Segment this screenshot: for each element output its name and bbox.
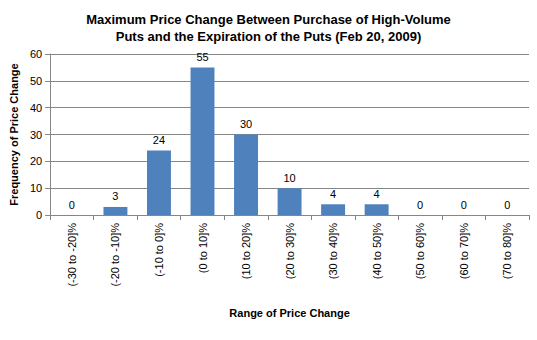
svg-text:Maximum Price Change Between P: Maximum Price Change Between Purchase of… <box>86 12 451 27</box>
svg-text:(-20 to -10]%: (-20 to -10]% <box>109 223 121 287</box>
svg-text:50: 50 <box>30 75 42 87</box>
svg-text:0: 0 <box>461 199 467 211</box>
svg-text:60: 60 <box>30 48 42 60</box>
svg-text:0: 0 <box>69 199 75 211</box>
svg-text:(40 to 50]%: (40 to 50]% <box>371 223 383 279</box>
svg-text:30: 30 <box>30 129 42 141</box>
svg-text:(0 to 10]%: (0 to 10]% <box>197 223 209 273</box>
svg-text:24: 24 <box>153 134 165 146</box>
svg-text:55: 55 <box>196 51 208 63</box>
svg-text:0: 0 <box>504 199 510 211</box>
svg-text:20: 20 <box>30 155 42 167</box>
svg-text:(10 to 20]%: (10 to 20]% <box>240 223 252 279</box>
svg-text:0: 0 <box>36 209 42 221</box>
svg-text:30: 30 <box>240 118 252 130</box>
svg-text:(30 to 40]%: (30 to 40]% <box>327 223 339 279</box>
svg-text:(-10 to 0]%: (-10 to 0]% <box>153 223 165 277</box>
svg-text:10: 10 <box>283 172 295 184</box>
svg-text:10: 10 <box>30 182 42 194</box>
svg-text:4: 4 <box>374 188 380 200</box>
svg-text:3: 3 <box>112 190 118 202</box>
svg-text:Range of Price Change: Range of Price Change <box>229 307 349 319</box>
svg-text:4: 4 <box>330 188 336 200</box>
svg-text:(-30 to -20]%: (-30 to -20]% <box>66 223 78 287</box>
svg-text:Puts and the Expiration of the: Puts and the Expiration of the Puts (Feb… <box>116 29 422 44</box>
svg-text:(60 to 70]%: (60 to 70]% <box>458 223 470 279</box>
svg-text:(20 to 30]%: (20 to 30]% <box>284 223 296 279</box>
svg-text:40: 40 <box>30 102 42 114</box>
svg-text:0: 0 <box>417 199 423 211</box>
svg-text:Frequency of Price Change: Frequency of Price Change <box>8 63 20 205</box>
svg-text:(70 to 80]%: (70 to 80]% <box>501 223 513 279</box>
svg-text:(50 to 60]%: (50 to 60]% <box>414 223 426 279</box>
